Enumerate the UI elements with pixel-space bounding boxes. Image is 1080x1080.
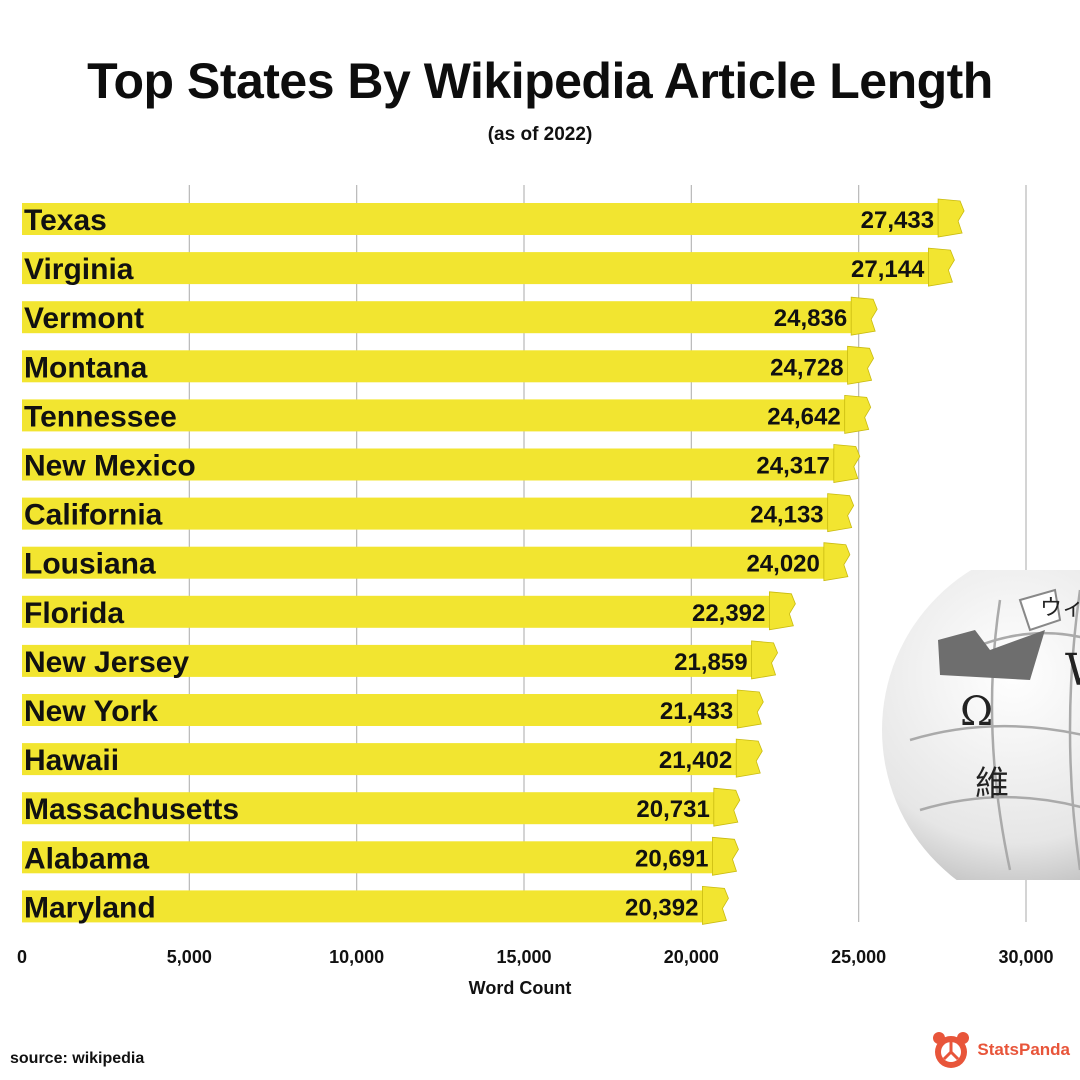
value-label: 24,317 bbox=[756, 453, 829, 480]
state-shape-icon bbox=[712, 836, 739, 876]
category-label: Vermont bbox=[24, 302, 144, 335]
chart-subtitle: (as of 2022) bbox=[487, 124, 593, 145]
category-label: Texas bbox=[24, 204, 107, 237]
value-label: 24,642 bbox=[767, 403, 840, 430]
state-shape-icon bbox=[833, 444, 861, 483]
category-label: New York bbox=[24, 695, 158, 728]
value-label: 24,020 bbox=[746, 551, 819, 578]
statspanda-logo: StatsPanda bbox=[931, 1030, 1070, 1070]
globe-wi-glyph: ウィ bbox=[1040, 596, 1080, 621]
bar bbox=[22, 890, 705, 923]
value-label: 21,859 bbox=[674, 649, 747, 676]
globe-wei-glyph: 維 bbox=[975, 764, 1009, 804]
bar bbox=[22, 546, 826, 579]
x-tick-label: 5,000 bbox=[167, 947, 212, 967]
bar bbox=[22, 301, 854, 334]
state-shape-icon bbox=[735, 738, 763, 778]
bar bbox=[22, 448, 836, 481]
x-tick-label: 20,000 bbox=[664, 947, 719, 967]
bar bbox=[22, 595, 772, 628]
value-label: 21,433 bbox=[660, 698, 733, 725]
category-label: Tennessee bbox=[24, 400, 177, 433]
category-label: Lousiana bbox=[24, 548, 156, 581]
bar bbox=[22, 497, 830, 530]
bar bbox=[22, 350, 850, 383]
bars bbox=[22, 198, 965, 925]
panda-icon bbox=[933, 1032, 970, 1068]
category-label: Alabama bbox=[24, 842, 149, 875]
value-label: 20,731 bbox=[636, 796, 709, 823]
state-shape-icon bbox=[928, 247, 955, 287]
bar bbox=[22, 399, 847, 432]
category-label: Montana bbox=[24, 351, 148, 384]
bar bbox=[22, 694, 740, 726]
brand-name: StatsPanda bbox=[977, 1040, 1070, 1059]
state-shape-icon bbox=[827, 493, 855, 533]
state-shape-icon bbox=[702, 885, 729, 925]
value-label: 20,691 bbox=[635, 845, 708, 872]
state-shape-icon bbox=[844, 394, 872, 434]
x-tick-label: 0 bbox=[17, 947, 27, 967]
x-axis-ticks: 0 5,000 10,000 15,000 20,000 25,000 30,000 bbox=[17, 947, 1054, 967]
category-label: Maryland bbox=[24, 891, 156, 924]
state-shape-icon bbox=[823, 542, 851, 582]
value-label: 20,392 bbox=[625, 894, 698, 921]
state-shape-icon bbox=[847, 345, 875, 385]
state-shape-icon bbox=[768, 591, 796, 631]
bar bbox=[22, 841, 715, 874]
value-label: 21,402 bbox=[659, 747, 732, 774]
wikipedia-globe-icon: Ω 維 W ウィ bbox=[880, 570, 1080, 880]
x-tick-label: 10,000 bbox=[329, 947, 384, 967]
category-label: California bbox=[24, 499, 163, 532]
x-axis-label: Word Count bbox=[469, 978, 572, 998]
state-shape-icon bbox=[850, 296, 878, 336]
category-label: Florida bbox=[24, 597, 124, 630]
category-label: New Jersey bbox=[24, 646, 189, 679]
x-tick-label: 15,000 bbox=[496, 947, 551, 967]
value-label: 24,728 bbox=[770, 354, 843, 381]
state-shape-icon bbox=[751, 640, 778, 680]
labels: Texas 27,433 Virginia 27,144 Vermont 24,836 Mo… bbox=[24, 204, 934, 924]
category-label: Hawaii bbox=[24, 744, 119, 777]
state-shape-icon bbox=[736, 689, 764, 729]
category-label: New Mexico bbox=[24, 450, 196, 483]
value-label: 24,133 bbox=[750, 502, 823, 529]
value-label: 22,392 bbox=[692, 600, 765, 627]
bar bbox=[22, 203, 941, 235]
category-label: Virginia bbox=[24, 253, 134, 286]
bar bbox=[22, 743, 739, 776]
bar bbox=[22, 644, 754, 677]
chart-title: Top States By Wikipedia Article Length bbox=[87, 53, 993, 109]
x-tick-label: 30,000 bbox=[998, 947, 1053, 967]
state-shape-icon bbox=[937, 198, 965, 238]
x-tick-label: 25,000 bbox=[831, 947, 886, 967]
value-label: 27,144 bbox=[851, 256, 925, 283]
value-label: 24,836 bbox=[774, 305, 847, 332]
bar bbox=[22, 792, 716, 825]
value-label: 27,433 bbox=[861, 207, 934, 234]
category-label: Massachusetts bbox=[24, 793, 239, 826]
bar bbox=[22, 252, 931, 285]
globe-omega-glyph: Ω bbox=[960, 689, 993, 735]
state-shape-icon bbox=[713, 787, 741, 827]
globe-w-glyph: W bbox=[1065, 645, 1080, 696]
source-note: source: wikipedia bbox=[10, 1050, 145, 1067]
